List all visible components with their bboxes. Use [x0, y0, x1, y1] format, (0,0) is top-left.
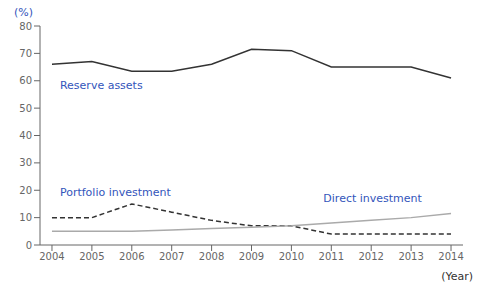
svg-text:80: 80 — [19, 21, 32, 32]
svg-text:70: 70 — [19, 48, 32, 59]
svg-text:60: 60 — [19, 75, 32, 86]
svg-text:2010: 2010 — [279, 251, 304, 262]
svg-text:2009: 2009 — [239, 251, 264, 262]
svg-text:2006: 2006 — [119, 251, 144, 262]
svg-text:Reserve assets: Reserve assets — [60, 79, 143, 92]
svg-text:20: 20 — [19, 185, 32, 196]
svg-text:40: 40 — [19, 130, 32, 141]
svg-text:10: 10 — [19, 212, 32, 223]
svg-text:Direct investment: Direct investment — [323, 192, 422, 205]
svg-text:2013: 2013 — [398, 251, 423, 262]
svg-text:2014: 2014 — [438, 251, 463, 262]
svg-text:50: 50 — [19, 103, 32, 114]
svg-text:2011: 2011 — [319, 251, 344, 262]
svg-text:0: 0 — [26, 240, 32, 251]
svg-text:30: 30 — [19, 157, 32, 168]
svg-text:2008: 2008 — [199, 251, 224, 262]
svg-text:2007: 2007 — [159, 251, 184, 262]
svg-text:2012: 2012 — [358, 251, 383, 262]
svg-text:2005: 2005 — [79, 251, 104, 262]
html-text:(Year): (Year) — [441, 270, 473, 283]
svg-text:2004: 2004 — [39, 251, 64, 262]
svg-text:Portfolio investment: Portfolio investment — [60, 186, 172, 199]
